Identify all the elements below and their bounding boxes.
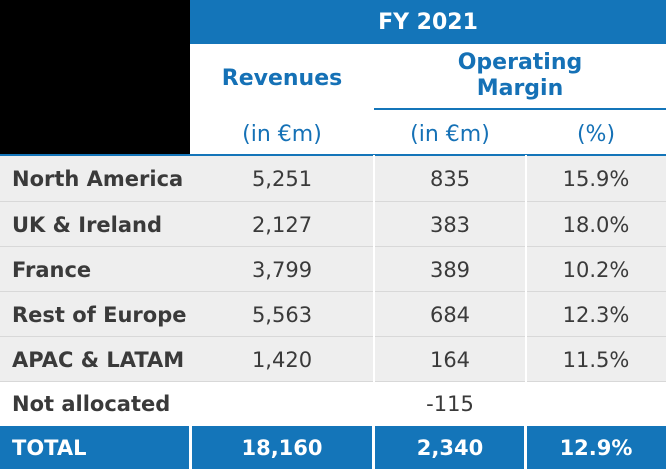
table-row: UK & Ireland 2,127 383 18.0%	[0, 202, 666, 247]
total-divider	[189, 426, 192, 469]
table-row: Rest of Europe 5,563 684 12.3%	[0, 292, 666, 337]
total-divider	[524, 426, 527, 469]
row-label: Rest of Europe	[12, 302, 187, 327]
row-revenues	[190, 382, 374, 426]
row-margin-pct: 12.3%	[562, 302, 630, 327]
row-revenues: 1,420	[251, 347, 313, 372]
row-divider	[0, 246, 666, 247]
operating-margin-header: Operating Margin	[374, 44, 666, 108]
period-header: FY 2021	[190, 0, 666, 44]
row-divider	[0, 291, 666, 292]
row-margin-pct: 18.0%	[562, 212, 630, 237]
row-label: APAC & LATAM	[12, 347, 185, 372]
total-operating-margin: 2,340	[416, 435, 484, 460]
revenues-header: Revenues	[221, 66, 343, 91]
row-operating-margin: 684	[429, 302, 471, 327]
row-label: Not allocated	[12, 392, 171, 416]
row-operating-margin: 835	[429, 166, 471, 191]
revenues-unit: (in €m)	[242, 121, 322, 147]
row-operating-margin: 383	[429, 212, 471, 237]
row-operating-margin: -115	[426, 392, 474, 416]
total-divider	[372, 426, 375, 469]
row-revenues: 5,563	[251, 302, 313, 327]
table-row: North America 5,251 835 15.9%	[0, 156, 666, 201]
total-label: TOTAL	[12, 435, 87, 460]
table-row: APAC & LATAM 1,420 164 11.5%	[0, 337, 666, 382]
operating-margin-pct-unit: (%)	[576, 121, 616, 147]
operating-margin-header-line1: Operating	[457, 50, 583, 75]
row-revenues: 2,127	[251, 212, 313, 237]
operating-margin-unit: (in €m)	[410, 121, 490, 147]
header-bottom-rule	[0, 154, 666, 156]
row-margin-pct: 11.5%	[562, 347, 630, 372]
operating-margin-underline	[374, 108, 666, 110]
row-label: France	[12, 257, 92, 282]
total-margin-pct: 12.9%	[559, 435, 633, 460]
table-row: Not allocated -115	[0, 382, 666, 426]
row-label: North America	[12, 166, 184, 191]
total-row: TOTAL 18,160 2,340 12.9%	[0, 426, 666, 469]
row-divider	[0, 201, 666, 202]
column-divider	[525, 155, 527, 425]
row-divider	[0, 336, 666, 337]
row-label: UK & Ireland	[12, 212, 163, 237]
operating-margin-header-line2: Margin	[476, 76, 564, 101]
total-revenues: 18,160	[241, 435, 323, 460]
row-operating-margin: 164	[429, 347, 471, 372]
row-operating-margin: 389	[429, 257, 471, 282]
row-margin-pct: 10.2%	[562, 257, 630, 282]
row-divider	[0, 381, 666, 382]
header-corner-block	[0, 0, 190, 155]
row-margin-pct	[526, 382, 666, 426]
column-divider	[373, 155, 375, 425]
row-revenues: 3,799	[251, 257, 313, 282]
row-margin-pct: 15.9%	[562, 166, 630, 191]
row-revenues: 5,251	[251, 166, 313, 191]
table-row: France 3,799 389 10.2%	[0, 247, 666, 292]
